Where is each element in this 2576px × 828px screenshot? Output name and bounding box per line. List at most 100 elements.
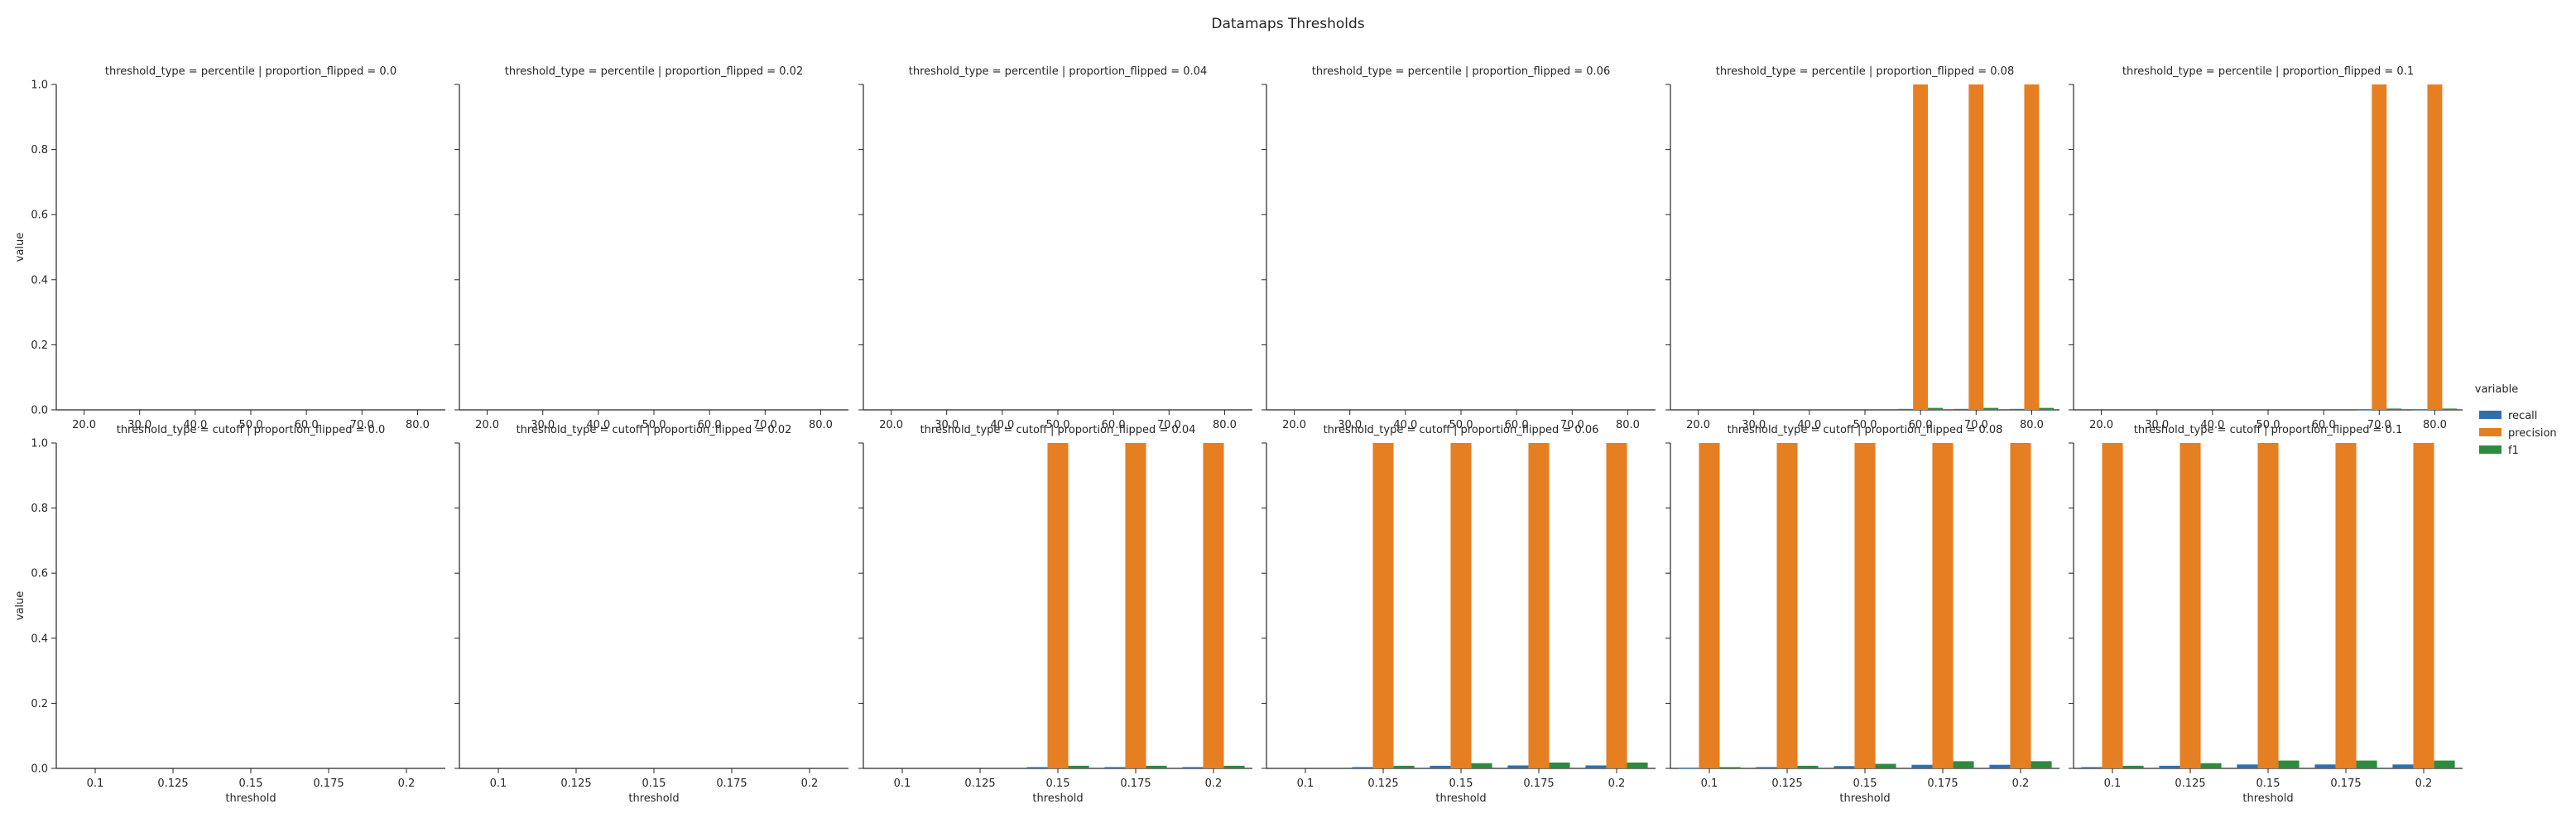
x-tick-label: 20.0 <box>475 419 499 431</box>
bar-recall <box>1756 767 1777 768</box>
y-tick-label: 0.6 <box>31 568 48 580</box>
bar-precision <box>2024 84 2040 410</box>
x-tick-label: 20.0 <box>1686 419 1710 431</box>
x-tick-label: 20.0 <box>879 419 903 431</box>
bar-precision <box>1203 443 1224 768</box>
bar-f1 <box>1068 765 1089 768</box>
panel-title: threshold_type = percentile | proportion… <box>105 65 396 78</box>
bar-precision <box>1125 443 1146 768</box>
y-tick-label: 0.6 <box>31 209 48 222</box>
bar-recall <box>2081 767 2103 768</box>
x-tick-label: 40.0 <box>1797 419 1821 431</box>
x-tick-label: 30.0 <box>1742 419 1766 431</box>
legend-label-precision: precision <box>2508 427 2557 440</box>
x-tick-label: 0.2 <box>398 777 416 790</box>
x-tick-label: 50.0 <box>642 419 666 431</box>
bar-recall <box>1954 408 1969 411</box>
x-axis-label: threshold <box>628 792 679 805</box>
x-tick-label: 60.0 <box>2312 419 2336 431</box>
x-tick-label: 0.1 <box>1701 777 1718 790</box>
bar-f1 <box>2122 765 2144 768</box>
x-tick-label: 70.0 <box>1964 419 1988 431</box>
bar-f1 <box>1223 765 1245 768</box>
x-tick-label: 60.0 <box>1909 419 1933 431</box>
x-tick-label: 0.1 <box>2104 777 2122 790</box>
bar-f1 <box>1549 762 1570 768</box>
x-tick-label: 0.2 <box>1608 777 1626 790</box>
bar-precision <box>1854 443 1876 768</box>
bar-f1 <box>1719 767 1741 768</box>
y-tick-label: 0.2 <box>31 339 48 352</box>
bar-f1 <box>2434 760 2455 768</box>
x-tick-label: 0.15 <box>2256 777 2280 790</box>
bar-recall <box>1833 766 1855 768</box>
x-tick-label: 0.15 <box>1449 777 1473 790</box>
bar-precision <box>2102 443 2123 768</box>
x-tick-label: 0.1 <box>87 777 104 790</box>
facet-panel: threshold_type = cutoff | proportion_fli… <box>858 424 1252 805</box>
x-tick-label: 80.0 <box>809 419 833 431</box>
y-tick-label: 0.0 <box>31 405 48 417</box>
facet-panel: threshold_type = percentile | proportion… <box>2069 65 2463 431</box>
bar-f1 <box>2386 408 2402 410</box>
panel-title: threshold_type = cutoff | proportion_fli… <box>1728 424 2003 436</box>
bar-f1 <box>2356 760 2377 768</box>
x-tick-label: 30.0 <box>531 419 555 431</box>
y-tick-label: 0.4 <box>31 274 48 286</box>
legend-title: variable <box>2475 383 2518 396</box>
x-tick-label: 20.0 <box>72 419 96 431</box>
panel-title: threshold_type = percentile | proportion… <box>2122 65 2414 78</box>
bar-precision <box>2427 84 2443 410</box>
x-tick-label: 30.0 <box>127 419 151 431</box>
x-axis-label: threshold <box>1032 792 1083 805</box>
facet-panel: threshold_type = percentile | proportion… <box>1262 65 1656 431</box>
bar-f1 <box>1627 762 1648 768</box>
bar-precision <box>1528 443 1550 768</box>
bar-precision <box>1606 443 1627 768</box>
x-tick-label: 80.0 <box>406 419 430 431</box>
bar-precision <box>2010 443 2031 768</box>
x-tick-label: 0.175 <box>1927 777 1958 790</box>
bar-precision <box>1699 443 1720 768</box>
y-axis-label: value <box>14 233 26 262</box>
bar-recall <box>1989 764 2011 768</box>
x-tick-label: 40.0 <box>183 419 207 431</box>
bar-recall <box>1104 767 1126 768</box>
x-tick-label: 50.0 <box>1046 419 1070 431</box>
bar-f1 <box>2200 763 2222 768</box>
x-tick-label: 50.0 <box>239 419 263 431</box>
legend-swatch-recall <box>2479 411 2502 419</box>
bar-recall <box>2412 409 2428 411</box>
bar-f1 <box>1797 765 1819 768</box>
x-tick-label: 70.0 <box>350 419 374 431</box>
panel-title: threshold_type = percentile | proportion… <box>909 65 1207 78</box>
x-tick-label: 0.15 <box>1046 777 1070 790</box>
y-tick-label: 0.2 <box>31 698 48 710</box>
facet-panel: threshold_type = cutoff | proportion_fli… <box>1665 424 2059 805</box>
x-tick-label: 0.175 <box>1120 777 1151 790</box>
x-tick-label: 0.1 <box>490 777 507 790</box>
x-tick-label: 0.15 <box>642 777 666 790</box>
x-tick-label: 0.175 <box>2330 777 2361 790</box>
x-tick-label: 20.0 <box>1282 419 1306 431</box>
panel-title: threshold_type = cutoff | proportion_fli… <box>2134 424 2403 436</box>
bar-recall <box>2009 408 2025 411</box>
x-tick-label: 0.125 <box>2175 777 2205 790</box>
bar-f1 <box>1928 407 1943 410</box>
bar-precision <box>2372 84 2387 410</box>
x-tick-label: 80.0 <box>2020 419 2044 431</box>
x-tick-label: 0.2 <box>801 777 819 790</box>
facet-panel: threshold_type = cutoff | proportion_fli… <box>2069 424 2463 805</box>
x-tick-label: 40.0 <box>586 419 610 431</box>
bar-recall <box>1352 767 1373 768</box>
bar-recall <box>1026 767 1048 768</box>
bar-f1 <box>1983 407 1999 410</box>
x-tick-label: 60.0 <box>295 419 319 431</box>
x-tick-label: 60.0 <box>1505 419 1529 431</box>
bar-recall <box>2314 764 2336 768</box>
x-tick-label: 50.0 <box>2256 419 2280 431</box>
bar-precision <box>1968 84 1984 410</box>
bar-f1 <box>1471 763 1492 768</box>
facet-panel: threshold_type = percentile | proportion… <box>1665 65 2059 431</box>
